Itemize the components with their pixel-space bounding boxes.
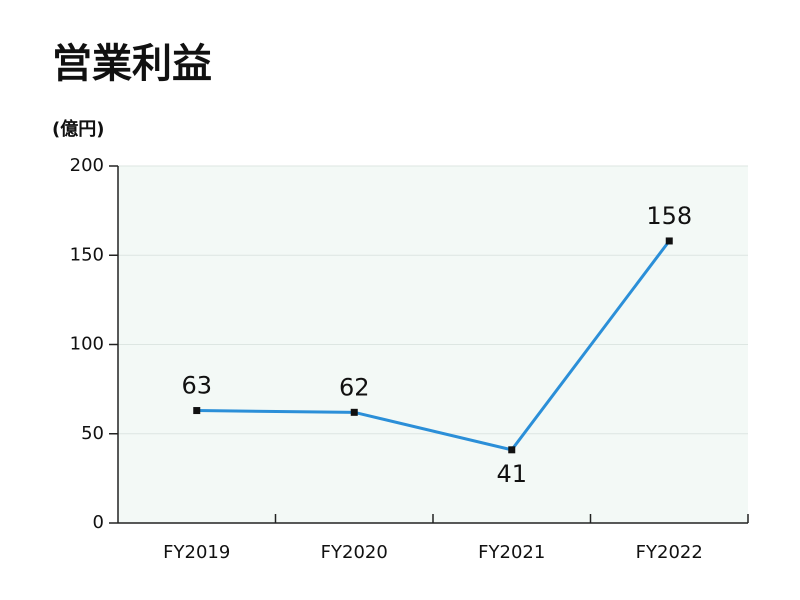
- y-axis-label: (億円): [52, 118, 104, 140]
- x-tick-label: FY2020: [321, 542, 388, 563]
- y-tick-label: 50: [81, 423, 104, 444]
- chart-title: 営業利益: [52, 41, 212, 87]
- data-line: [196, 240, 671, 452]
- data-label: 63: [181, 372, 212, 400]
- data-label: 62: [339, 373, 370, 401]
- data-label: 41: [496, 460, 527, 488]
- y-tick-label: 100: [70, 334, 104, 355]
- data-label: 158: [646, 202, 692, 230]
- data-point: [508, 446, 516, 454]
- y-tick-label: 0: [93, 512, 104, 533]
- data-point: [350, 408, 358, 416]
- data-point: [193, 407, 201, 415]
- x-tick-label: FY2021: [478, 542, 545, 563]
- y-tick-label: 150: [70, 244, 104, 265]
- y-tick-label: 200: [70, 155, 104, 176]
- x-tick-label: FY2019: [163, 542, 230, 563]
- data-point: [665, 237, 673, 245]
- x-tick-label: FY2022: [636, 542, 703, 563]
